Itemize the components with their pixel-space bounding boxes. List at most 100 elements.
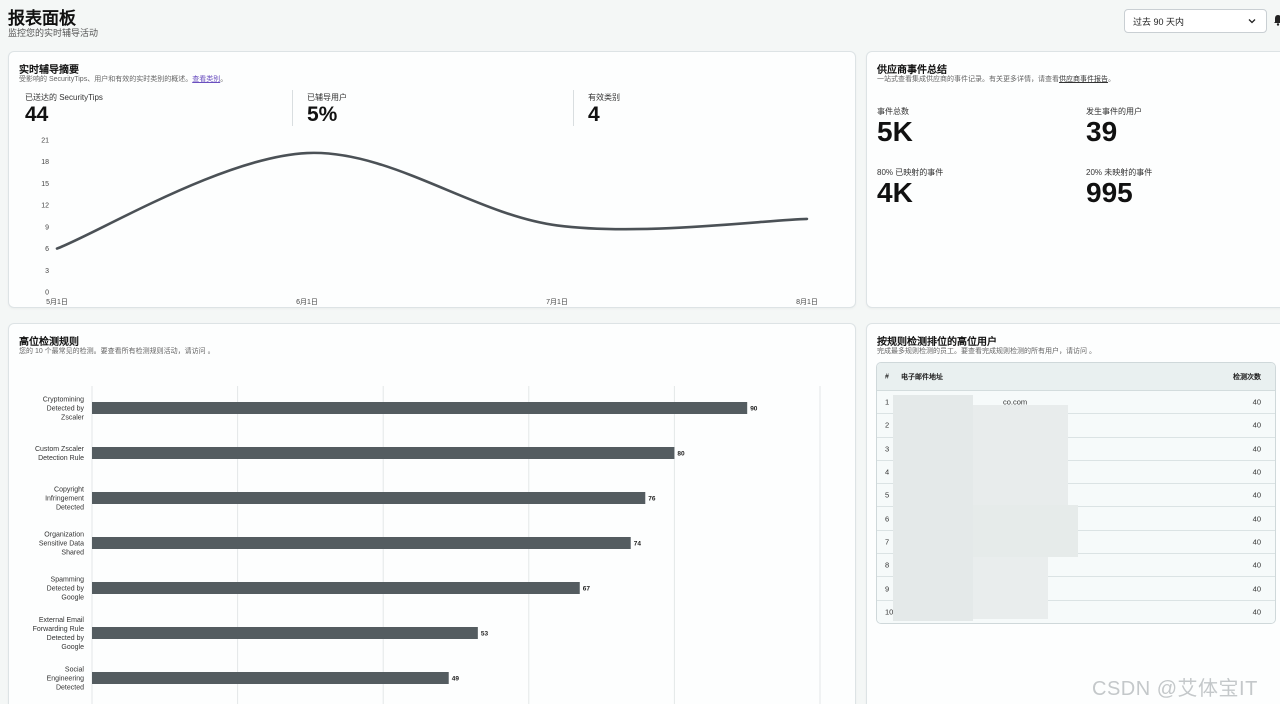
y-tick-label: 9 xyxy=(45,224,49,231)
stat-label-coached: 已辅导用户 xyxy=(307,93,347,102)
stat-label-unmapped: 20% 未映射的事件 xyxy=(1086,168,1153,177)
bar xyxy=(92,492,646,504)
row-email[interactable]: co.com xyxy=(1003,397,1028,407)
col-email: 电子邮件地址 xyxy=(901,373,943,381)
rules-title: 高位检测规则 xyxy=(19,337,79,348)
bar xyxy=(92,672,449,684)
row-count: 40 xyxy=(1252,397,1261,407)
row-number: 9 xyxy=(885,584,890,594)
x-tick-label: 5月1日 xyxy=(46,298,68,306)
row-count: 40 xyxy=(1252,490,1261,500)
date-range-value: 过去 90 天内 xyxy=(1133,16,1185,27)
category-label: Detected by xyxy=(47,406,85,413)
col-number: # xyxy=(885,373,889,380)
x-tick-label: 6月1日 xyxy=(296,298,318,306)
category-label: Social xyxy=(65,667,85,674)
bar-value-label: 74 xyxy=(634,541,642,548)
date-range-select[interactable]: 过去 90 天内 xyxy=(1124,9,1267,33)
y-tick-label: 0 xyxy=(45,290,49,297)
stat-label-total-events: 事件总数 xyxy=(877,107,909,116)
vendor-card: 供应商事件总结 一站式查看集成供应商的事件记录。有关更多详情，请查看供应商事件报… xyxy=(866,51,1280,308)
col-count: 检测次数 xyxy=(1233,373,1261,381)
category-label: Detected by xyxy=(47,586,85,593)
y-tick-label: 3 xyxy=(45,268,49,275)
category-label: External Email xyxy=(39,617,85,624)
bar-value-label: 53 xyxy=(481,631,489,638)
summary-title: 实时辅导摘要 xyxy=(19,65,79,76)
row-count: 40 xyxy=(1252,514,1261,524)
category-label: Google xyxy=(61,595,84,602)
y-tick-label: 6 xyxy=(45,246,49,253)
page-subtitle: 监控您的实时辅导活动 xyxy=(8,28,99,38)
row-number: 8 xyxy=(885,560,890,570)
stat-value-categories: 4 xyxy=(588,103,600,126)
category-label: Infringement xyxy=(45,496,84,503)
rules-subtitle: 您的 10 个最常见的检测。要查看所有检测规则活动，请访问 。 xyxy=(19,348,215,355)
bar xyxy=(92,582,580,594)
row-number: 7 xyxy=(885,537,890,547)
table-header: # 电子邮件地址 检测次数 xyxy=(877,363,1275,391)
category-label: Custom Zscaler xyxy=(35,446,85,453)
vendor-report-link[interactable]: 供应商事件报告 xyxy=(1059,76,1108,83)
bar xyxy=(92,402,748,414)
stat-value-event-users: 39 xyxy=(1086,116,1118,147)
stat-divider xyxy=(292,90,293,126)
rules-card: 高位检测规则 您的 10 个最常见的检测。要查看所有检测规则活动，请访问 。 9… xyxy=(8,323,856,704)
category-label: Detected by xyxy=(47,635,85,642)
redacted-overlay xyxy=(973,505,1078,557)
row-number: 1 xyxy=(885,397,890,407)
category-label: Spamming xyxy=(51,577,85,584)
bar-value-label: 49 xyxy=(452,676,460,683)
row-number: 4 xyxy=(885,467,890,477)
row-count: 40 xyxy=(1252,537,1261,547)
category-label: Detected xyxy=(56,685,84,692)
stat-value-tips: 44 xyxy=(25,103,49,126)
stat-value-mapped: 4K xyxy=(877,177,913,208)
bell-icon[interactable] xyxy=(1273,14,1280,26)
category-label: Detection Rule xyxy=(38,455,84,462)
bar-value-label: 76 xyxy=(648,496,656,503)
row-count: 40 xyxy=(1252,467,1261,477)
row-number: 10 xyxy=(885,607,894,617)
bar-value-label: 80 xyxy=(677,451,685,458)
users-table: # 电子邮件地址 检测次数 1co.com402403404m405406407… xyxy=(876,362,1276,624)
bar xyxy=(92,447,675,459)
y-tick-label: 18 xyxy=(41,159,49,166)
category-label: Copyright xyxy=(54,487,84,494)
bar xyxy=(92,627,478,639)
row-number: 3 xyxy=(885,444,890,454)
category-label: Forwarding Rule xyxy=(33,626,84,633)
row-count: 40 xyxy=(1252,584,1261,594)
vendor-subtitle: 一站式查看集成供应商的事件记录。有关更多详情，请查看供应商事件报告。 xyxy=(877,76,1115,83)
row-number: 5 xyxy=(885,490,890,500)
row-number: 6 xyxy=(885,514,890,524)
y-tick-label: 21 xyxy=(41,138,49,145)
bar xyxy=(92,537,631,549)
row-count: 40 xyxy=(1252,560,1261,570)
y-tick-label: 15 xyxy=(41,181,49,188)
rules-bar-chart: 90 Cryptomining Detected by Zscaler 80 Custom… xyxy=(33,386,821,704)
redacted-overlay xyxy=(973,557,1048,619)
row-count: 40 xyxy=(1252,420,1261,430)
users-title: 按规则检测排位的高位用户 xyxy=(877,337,997,348)
bar-value-label: 67 xyxy=(583,586,591,593)
stat-label-categories: 有效类别 xyxy=(588,93,620,102)
category-label: Sensitive Data xyxy=(39,541,84,548)
stat-value-coached: 5% xyxy=(307,103,338,126)
category-label: Zscaler xyxy=(61,415,85,422)
category-label: Cryptomining xyxy=(43,397,84,404)
stat-value-unmapped: 995 xyxy=(1086,177,1133,208)
redacted-overlay xyxy=(893,395,973,621)
category-label: Organization xyxy=(44,532,84,539)
watermark: CSDN @艾体宝IT xyxy=(1092,678,1258,700)
stat-label-tips: 已送达的 SecurityTips xyxy=(25,93,103,102)
stat-divider xyxy=(573,90,574,126)
x-tick-label: 7月1日 xyxy=(546,298,568,306)
x-tick-label: 8月1日 xyxy=(796,298,818,306)
view-categories-link[interactable]: 查看类别 xyxy=(192,76,221,83)
category-label: Engineering xyxy=(47,676,84,683)
row-count: 40 xyxy=(1252,444,1261,454)
stat-label-event-users: 发生事件的用户 xyxy=(1086,107,1142,116)
category-label: Detected xyxy=(56,505,84,512)
series-line xyxy=(55,151,809,250)
